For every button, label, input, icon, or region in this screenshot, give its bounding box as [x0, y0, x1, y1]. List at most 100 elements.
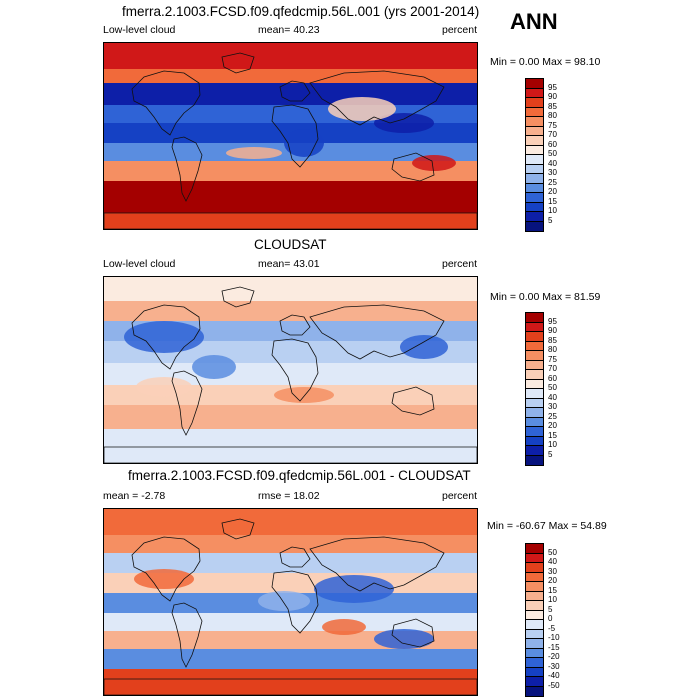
colorbar-tick-label: 40 — [548, 557, 557, 566]
colorbar-swatch — [526, 212, 543, 222]
colorbar-swatch — [526, 582, 543, 592]
colorbar-swatch — [526, 648, 543, 658]
colorbar-swatch — [526, 126, 543, 136]
colorbar-swatch — [526, 322, 543, 332]
colorbar-tick-label: 20 — [548, 187, 557, 196]
colorbar-swatch — [526, 88, 543, 98]
colorbar-swatch — [526, 117, 543, 127]
panel-2-colorbar-labels: 95 90 85 80 75 70 60 50 40 30 25 20 15 10 5 — [548, 312, 578, 464]
colorbar-swatch — [526, 446, 543, 456]
panel-2-title: CLOUDSAT — [254, 237, 327, 252]
panel-1-units: percent — [442, 24, 478, 36]
colorbar-swatch — [526, 677, 543, 687]
colorbar-swatch — [526, 79, 543, 89]
panel-2-map — [103, 276, 478, 464]
colorbar-tick-label: 25 — [548, 411, 557, 421]
colorbar-tick-label: 5 — [548, 449, 553, 459]
colorbar-tick-label: -40 — [548, 671, 560, 680]
colorbar-tick-label: 50 — [548, 547, 557, 557]
world-map-low-cloud-obs — [104, 277, 477, 463]
panel-3-rmse-label: rmse = 18.02 — [258, 490, 320, 502]
panel-3-title: fmerra.2.1003.FCSD.f09.qfedcmip.56L.001 … — [128, 468, 471, 483]
colorbar-swatch — [526, 98, 543, 108]
colorbar-tick-label: 20 — [548, 576, 557, 585]
colorbar-tick-label: 10 — [548, 440, 557, 449]
colorbar-swatch — [526, 351, 543, 361]
colorbar-tick-label: 0 — [548, 614, 553, 623]
colorbar-tick-label: 20 — [548, 421, 557, 430]
colorbar-swatch — [526, 370, 543, 380]
colorbar-tick-label: 60 — [548, 139, 557, 149]
panel-1-title: fmerra.2.1003.FCSD.f09.qfedcmip.56L.001 … — [122, 4, 480, 19]
colorbar-swatch — [526, 408, 543, 418]
colorbar-swatch — [526, 341, 543, 351]
colorbar-tick-label: 30 — [548, 168, 557, 177]
colorbar-tick-label: 70 — [548, 130, 557, 139]
colorbar-tick-label: 95 — [548, 82, 557, 92]
colorbar-tick-label: 25 — [548, 177, 557, 187]
colorbar-swatch — [526, 164, 543, 174]
colorbar-swatch — [526, 455, 543, 465]
colorbar-tick-label: 15 — [548, 196, 557, 206]
colorbar-tick-label: 30 — [548, 566, 557, 576]
panel-1-colorbar-labels: 95 90 85 80 75 70 60 50 40 30 25 20 15 10 5 — [548, 78, 578, 230]
colorbar-tick-label: 75 — [548, 120, 557, 130]
colorbar-swatch — [526, 427, 543, 437]
colorbar-swatch — [526, 553, 543, 563]
panel-1-map — [103, 42, 478, 230]
colorbar-swatch — [526, 389, 543, 399]
colorbar-swatch — [526, 379, 543, 389]
world-map-low-cloud-difference — [104, 509, 477, 695]
panel-3-map — [103, 508, 478, 696]
colorbar-tick-label: 70 — [548, 364, 557, 373]
panel-3-colorbar — [525, 543, 544, 697]
colorbar-swatch — [526, 591, 543, 601]
colorbar-tick-label: 5 — [548, 604, 553, 614]
colorbar-swatch — [526, 174, 543, 184]
panel-1-colorbar — [525, 78, 544, 232]
colorbar-swatch — [526, 686, 543, 696]
colorbar-swatch — [526, 136, 543, 146]
colorbar-swatch — [526, 563, 543, 573]
colorbar-tick-label: 40 — [548, 158, 557, 168]
colorbar-tick-label: 30 — [548, 402, 557, 411]
colorbar-swatch — [526, 332, 543, 342]
colorbar-swatch — [526, 601, 543, 611]
colorbar-tick-label: 80 — [548, 345, 557, 354]
colorbar-swatch — [526, 193, 543, 203]
panel-2-minmax: Min = 0.00 Max = 81.59 — [490, 291, 601, 303]
colorbar-tick-label: 10 — [548, 595, 557, 604]
colorbar-swatch — [526, 202, 543, 212]
colorbar-tick-label: 10 — [548, 206, 557, 215]
colorbar-tick-label: -15 — [548, 642, 560, 652]
colorbar-tick-label: 95 — [548, 316, 557, 326]
colorbar-tick-label: 15 — [548, 430, 557, 440]
colorbar-tick-label: -10 — [548, 633, 560, 642]
colorbar-tick-label: -50 — [548, 680, 560, 690]
colorbar-swatch — [526, 145, 543, 155]
colorbar-swatch — [526, 360, 543, 370]
colorbar-tick-label: 90 — [548, 92, 557, 101]
panel-2-mean-label: mean= 43.01 — [258, 258, 320, 270]
colorbar-tick-label: 60 — [548, 373, 557, 383]
colorbar-swatch — [526, 398, 543, 408]
panel-3-minmax: Min = -60.67 Max = 54.89 — [487, 520, 607, 532]
colorbar-swatch — [526, 107, 543, 117]
colorbar-tick-label: -30 — [548, 661, 560, 671]
panel-3-colorbar-labels: 50 40 30 20 15 10 5 0 -5 -10 -15 -20 -30 -40 -50 — [548, 543, 578, 695]
colorbar-swatch — [526, 313, 543, 323]
colorbar-swatch — [526, 155, 543, 165]
colorbar-tick-label: 85 — [548, 101, 557, 111]
panel-1-minmax: Min = 0.00 Max = 98.10 — [490, 56, 601, 68]
colorbar-tick-label: 50 — [548, 149, 557, 158]
colorbar-tick-label: 85 — [548, 335, 557, 345]
panel-2-left-label: Low-level cloud — [103, 258, 176, 270]
colorbar-swatch — [526, 417, 543, 427]
colorbar-tick-label: 75 — [548, 354, 557, 364]
colorbar-swatch — [526, 221, 543, 231]
panel-1-left-label: Low-level cloud — [103, 24, 176, 36]
colorbar-swatch — [526, 639, 543, 649]
panel-2-colorbar — [525, 312, 544, 466]
colorbar-tick-label: -20 — [548, 652, 560, 661]
colorbar-swatch — [526, 183, 543, 193]
